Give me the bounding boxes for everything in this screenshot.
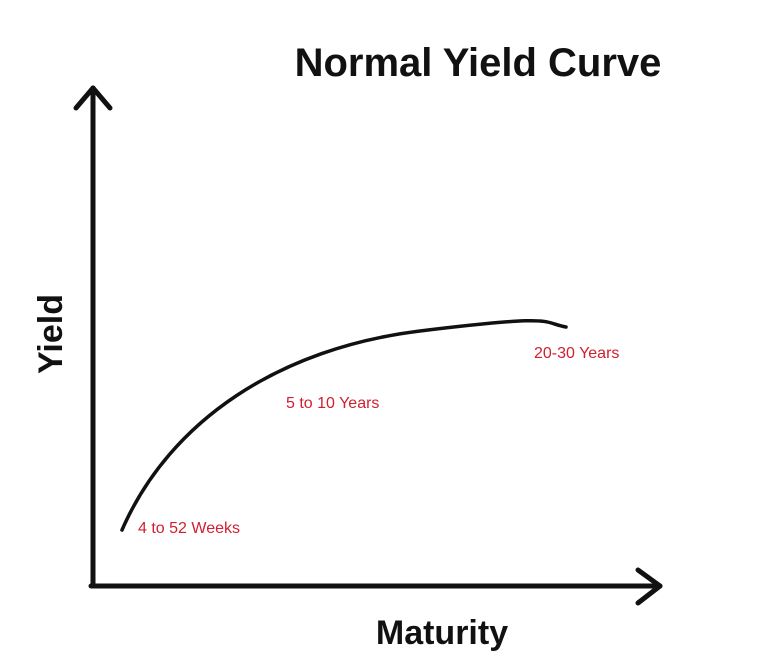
annotation: 4 to 52 Weeks — [138, 520, 240, 537]
x-axis-label: Maturity — [376, 614, 508, 652]
annotation: 5 to 10 Years — [286, 395, 379, 412]
x-axis-arrow — [635, 567, 663, 606]
title: Normal Yield Curve — [295, 41, 662, 85]
annotation: 20-30 Years — [534, 345, 619, 362]
y-axis-label: Yield — [32, 294, 70, 374]
axes — [73, 85, 663, 606]
yield-curve — [120, 318, 568, 532]
y-axis-arrow — [73, 85, 113, 111]
